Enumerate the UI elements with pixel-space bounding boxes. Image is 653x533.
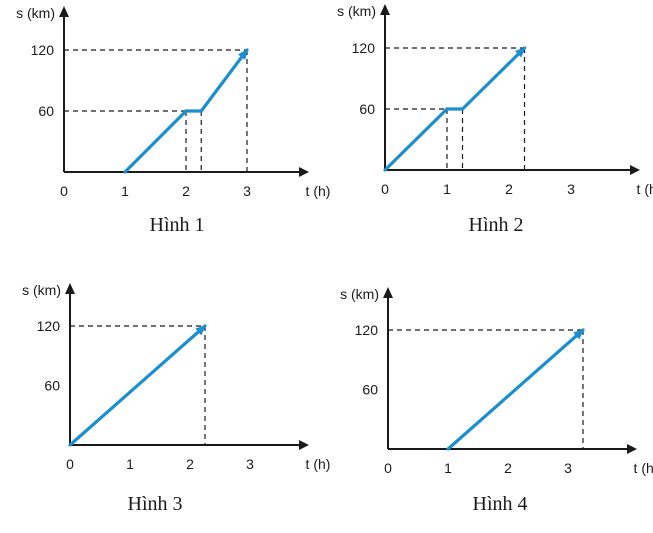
data-point: [383, 168, 387, 172]
y-axis-label: s (km): [16, 5, 55, 21]
x-tick-label: 3: [567, 181, 575, 197]
chart-figure-1: s (km) t (h) 0 1 2 3 60 120: [0, 0, 330, 210]
y-axis-arrow: [383, 287, 393, 298]
x-axis-label: t (h): [637, 181, 653, 197]
data-point: [446, 447, 450, 451]
series-line: [383, 46, 526, 172]
y-axis-label: s (km): [340, 286, 379, 302]
x-tick-label: 0: [66, 456, 74, 472]
data-point: [522, 46, 527, 50]
x-tick-label: 0: [381, 181, 389, 197]
x-tick-label: 0: [384, 460, 392, 476]
y-tick-label: 120: [37, 318, 61, 334]
x-axis-label: t (h): [306, 456, 331, 472]
chart-figure-4: s (km) t (h) 0 1 2 3 60 120: [320, 275, 653, 485]
x-tick-label: 2: [504, 460, 512, 476]
x-tick-label: 1: [444, 460, 452, 476]
series-line: [68, 324, 207, 447]
x-axis-arrow: [627, 444, 637, 454]
series-arrowhead: [238, 48, 249, 60]
x-tick-label: 1: [443, 181, 451, 197]
x-tick-label: 3: [243, 183, 251, 199]
series-line: [123, 49, 249, 174]
chart-caption: Hình 3: [127, 493, 183, 515]
x-tick-label: 3: [246, 456, 254, 472]
series-arrowhead: [573, 328, 585, 340]
x-axis-arrow: [630, 165, 640, 175]
data-point: [68, 443, 72, 447]
y-axis-arrow: [65, 283, 75, 294]
x-tick-label: 1: [126, 456, 134, 472]
y-axis-arrow: [59, 6, 69, 17]
x-tick-label: 2: [505, 181, 513, 197]
y-axis-arrow: [380, 4, 390, 15]
data-point: [123, 170, 127, 174]
data-point: [245, 48, 249, 52]
chart-caption: Hình 4: [472, 493, 528, 515]
chart-caption: Hình 2: [468, 214, 524, 236]
data-point: [460, 107, 465, 111]
x-tick-label: 2: [186, 456, 194, 472]
chart-svg: s (km) t (h) 0 1 2 3 60 120: [16, 5, 330, 199]
y-tick-label: 120: [352, 40, 376, 56]
chart-figure-2: s (km) t (h) 0 1 2 3 60 120: [320, 0, 653, 210]
data-point: [581, 328, 585, 332]
chart-svg: s (km) t (h) 0 1 2 3 60 120: [337, 3, 653, 197]
y-tick-label: 60: [38, 103, 54, 119]
data-point: [445, 107, 449, 111]
chart-svg: s (km) t (h) 0 1 2 3 60 120: [340, 286, 653, 476]
x-axis-arrow: [299, 440, 309, 450]
x-axis-arrow: [299, 167, 309, 177]
y-tick-label: 60: [362, 382, 378, 398]
x-tick-label: 0: [60, 183, 68, 199]
y-axis-label: s (km): [337, 3, 376, 19]
y-tick-label: 120: [355, 322, 379, 338]
series-arrowhead: [195, 324, 207, 336]
x-axis-label: t (h): [306, 183, 331, 199]
data-point: [184, 109, 188, 113]
x-tick-label: 1: [121, 183, 129, 199]
series-line: [446, 328, 585, 451]
chart-caption: Hình 1: [149, 214, 205, 236]
y-tick-label: 60: [44, 378, 60, 394]
chart-svg: s (km) t (h) 0 1 2 3 60 120: [22, 282, 330, 472]
x-axis-label: t (h): [634, 460, 653, 476]
y-axis-label: s (km): [22, 282, 61, 298]
y-tick-label: 60: [359, 101, 375, 117]
series-arrowhead: [514, 46, 526, 58]
y-tick-label: 120: [31, 42, 55, 58]
data-point: [203, 324, 207, 328]
x-tick-label: 3: [564, 460, 572, 476]
chart-figure-3: s (km) t (h) 0 1 2 3 60 120: [0, 275, 330, 485]
data-point: [199, 109, 203, 113]
x-tick-label: 2: [182, 183, 190, 199]
